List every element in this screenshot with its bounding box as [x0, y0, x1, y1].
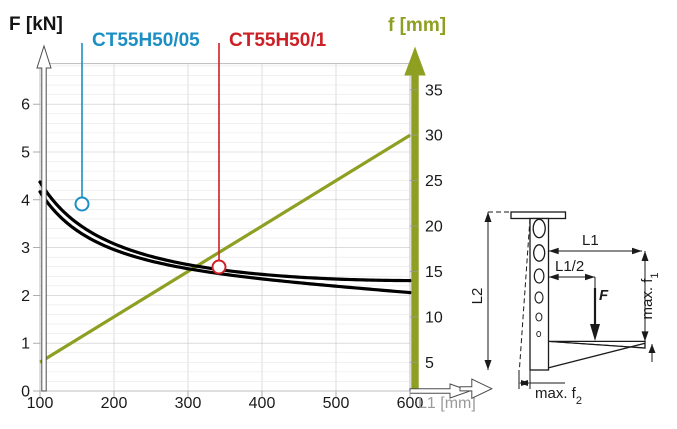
- svg-text:200: 200: [101, 395, 128, 412]
- svg-text:F: F: [599, 287, 609, 304]
- svg-text:L2: L2: [469, 288, 486, 305]
- svg-text:CT55H50/05: CT55H50/05: [92, 30, 200, 51]
- svg-text:300: 300: [175, 395, 202, 412]
- svg-text:L1 [mm]: L1 [mm]: [418, 395, 476, 412]
- svg-text:L1: L1: [582, 232, 599, 249]
- svg-text:20: 20: [425, 219, 443, 236]
- svg-text:400: 400: [249, 395, 276, 412]
- svg-text:30: 30: [425, 128, 443, 145]
- svg-text:35: 35: [425, 82, 443, 99]
- svg-text:500: 500: [323, 395, 350, 412]
- svg-text:f [mm]: f [mm]: [388, 15, 446, 36]
- svg-text:CT55H50/1: CT55H50/1: [229, 30, 327, 51]
- svg-text:5: 5: [21, 145, 30, 162]
- svg-text:3: 3: [21, 240, 30, 257]
- svg-text:F [kN]: F [kN]: [9, 14, 63, 35]
- svg-text:4: 4: [21, 192, 30, 209]
- svg-text:6: 6: [21, 97, 30, 114]
- svg-text:5: 5: [425, 355, 434, 372]
- svg-text:15: 15: [425, 264, 443, 281]
- svg-text:10: 10: [425, 309, 443, 326]
- svg-text:L1/2: L1/2: [555, 258, 584, 275]
- svg-text:25: 25: [425, 173, 443, 190]
- svg-text:1: 1: [21, 336, 30, 353]
- svg-text:2: 2: [21, 288, 30, 305]
- svg-text:100: 100: [27, 395, 54, 412]
